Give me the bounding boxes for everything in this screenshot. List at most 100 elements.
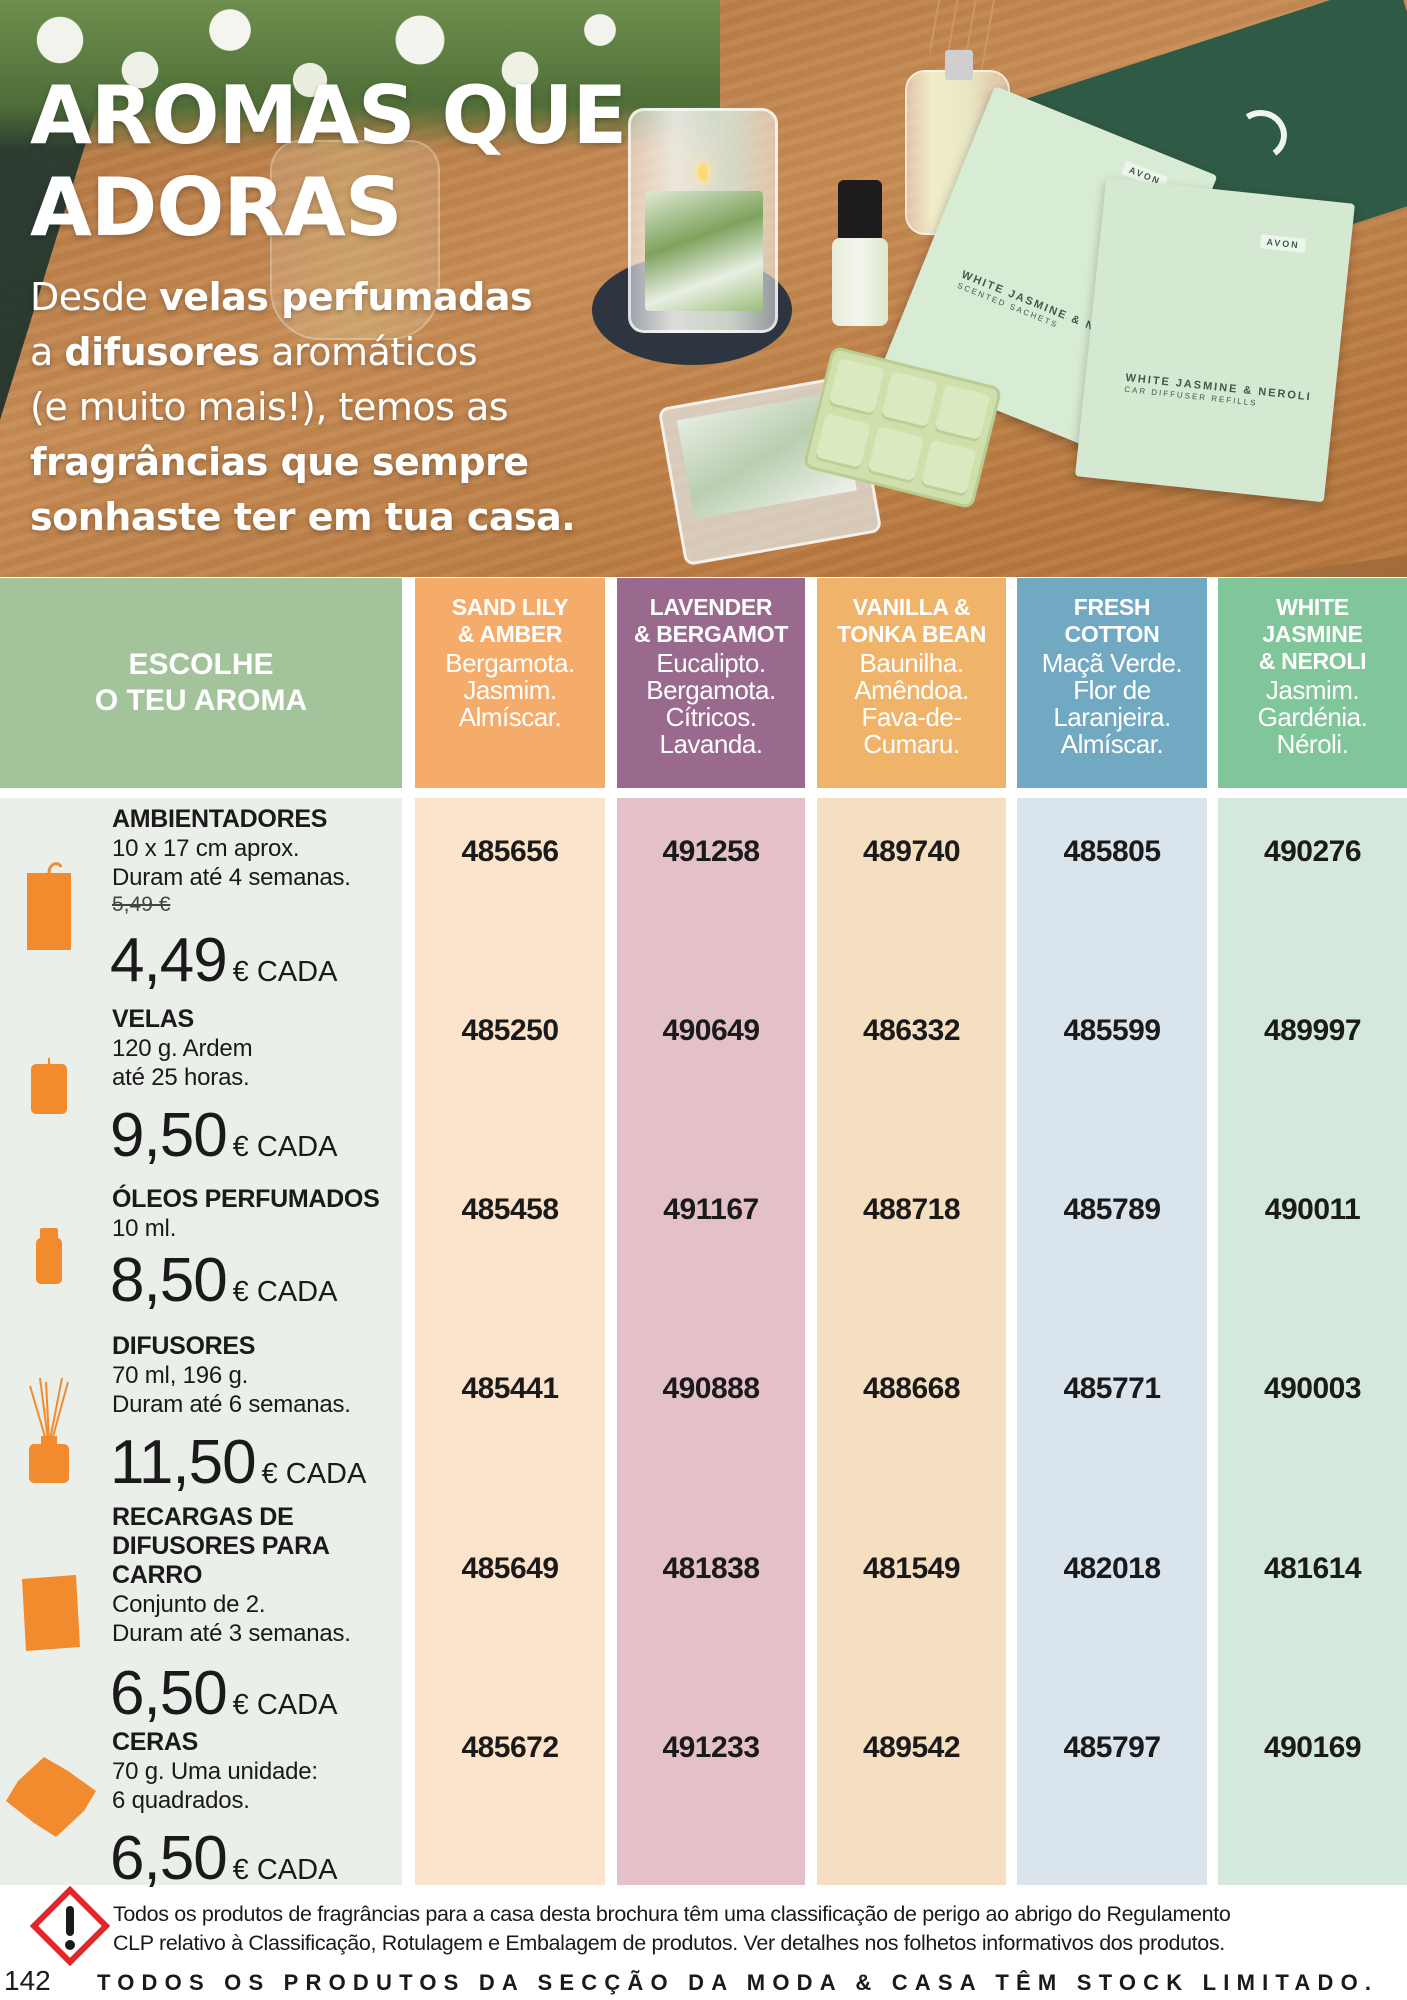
aroma-note: Lavanda. [659,729,763,759]
wax-square [933,384,991,443]
product-code: 485797 [1063,1731,1161,1764]
candle-floral-label [645,191,763,311]
product-description: 6 quadrados. [112,1787,250,1814]
aroma-name-line: & AMBER [457,621,563,647]
product-description: 10 ml. [112,1215,177,1242]
price-unit: € CADA [232,1854,338,1886]
aroma-note: Almíscar. [458,702,562,732]
aroma-name: WHITE JASMINE & NEROLI [1218,594,1407,675]
product-name: DIFUSORES PARA [112,1532,330,1560]
aroma-name-line: VANILLA & [852,594,971,620]
aroma-notes: Bergamota. Jasmim. Almíscar. [415,650,605,731]
product-description: até 25 horas. [112,1064,250,1091]
aroma-column-header-white-jasmine-neroli: WHITE JASMINE & NEROLI Jasmim. Gardénia. Néro… [1218,578,1407,788]
subtitle-emphasis: difusores [64,330,260,374]
product-description: 70 ml, 196 g. [112,1362,249,1389]
aroma-note: Bergamota. [646,675,776,705]
price-value: 8,50 [110,1246,228,1315]
product-code: 481614 [1263,1552,1362,1585]
product-code: 485458 [461,1193,559,1226]
choose-line-1: ESCOLHE [128,648,274,681]
product-code: 485599 [1063,1014,1161,1047]
aroma-name-line: JASMINE [1262,621,1363,647]
candle-flame-icon [698,163,708,181]
aroma-notes: Baunilha. Amêndoa. Fava-de- Cumaru. [817,650,1006,758]
product-name: CERAS [112,1728,199,1756]
product-code: 482018 [1063,1552,1161,1585]
aroma-note: Eucalipto. [656,648,766,678]
disclaimer-line-2: CLP relativo à Classificação, Rotulagem … [113,1931,1225,1955]
aroma-name-line: WHITE [1276,594,1349,620]
product-code: 481838 [662,1552,760,1585]
product-code: 485789 [1063,1193,1161,1226]
aroma-note: Jasmim. [463,675,557,705]
product-code: 485656 [461,835,559,868]
choose-line-2: O TEU AROMA [94,684,308,717]
fragrance-oil-photo [832,180,888,326]
aroma-name-line: & BERGAMOT [633,621,789,647]
old-price: 5,49 € [112,893,171,916]
product-code: 488668 [862,1372,961,1405]
aroma-name-line: FRESH [1073,594,1151,620]
product-price: 6,50 € CADA [110,1823,337,1894]
aroma-column-header-lavender-bergamot: LAVENDER & BERGAMOT Eucalipto. Bergamota. Cí… [617,578,805,788]
price-unit: € CADA [232,956,338,988]
aroma-column-codes-lavender-bergamot: 491258 490649 491167 490888 481838 491233 [617,798,805,1885]
product-description: Conjunto de 2. [112,1591,266,1618]
aroma-name: VANILLA & TONKA BEAN [817,594,1006,648]
product-code: 490169 [1263,1731,1362,1764]
product-code: 485805 [1063,835,1161,868]
title-line-1: AROMAS QUE [30,69,627,162]
aroma-name-line: SAND LILY [451,594,569,620]
aroma-column-header-fresh-cotton: FRESH COTTON Maçã Verde. Flor de Laranjeira.… [1017,578,1207,788]
product-description: Duram até 3 semanas. [112,1620,351,1647]
aroma-name: LAVENDER & BERGAMOT [617,594,805,648]
aroma-note: Gardénia. [1257,702,1368,732]
aroma-name-line: & NEROLI [1258,648,1367,674]
aroma-note: Flor de [1073,675,1151,705]
product-list-panel [0,798,402,1885]
aroma-name-line: TONKA BEAN [836,621,987,647]
aroma-note: Laranjeira. [1053,702,1171,732]
product-code: 488718 [862,1193,961,1226]
wax-melt-icon [6,1757,96,1837]
disclaimer-line-1: Todos os produtos de fragrâncias para a … [113,1902,1231,1926]
price-value: 11,50 [110,1428,257,1497]
product-name: VELAS [112,1005,194,1033]
hero-subtitle: Desde velas perfumadas a difusores aromát… [30,270,576,545]
reed-diffuser-icon [28,1377,70,1483]
product-name: ÓLEOS PERFUMADOS [112,1185,380,1213]
aroma-note: Néroli. [1276,729,1349,759]
price-unit: € CADA [232,1276,338,1308]
car-refill-label: WHITE JASMINE & NEROLI CAR DIFFUSER REFI… [1124,371,1313,415]
product-description: Duram até 6 semanas. [112,1391,351,1418]
product-description: 120 g. Ardem [112,1035,253,1062]
aroma-name: FRESH COTTON [1017,594,1207,648]
subtitle-emphasis: fragrâncias que sempre [30,440,529,484]
hazard-disclaimer: Todos os produtos de fragrâncias para a … [113,1900,1403,1958]
product-code: 490011 [1264,1193,1361,1226]
aroma-column-header-sand-lily-amber: SAND LILY & AMBER Bergamota. Jasmim. Almísca… [415,578,605,788]
product-code: 490888 [662,1372,760,1405]
wax-square [814,412,872,471]
wax-square [828,357,885,417]
avon-brand-tag: AVON [1259,234,1307,253]
white-flowers-decoration [0,0,720,150]
product-code: 491167 [663,1193,759,1226]
oil-bottle-icon [36,1228,62,1284]
product-price: 11,50 € CADA [110,1427,366,1498]
aroma-notes: Maçã Verde. Flor de Laranjeira. Almíscar. [1017,650,1207,758]
product-code: 481549 [862,1552,961,1585]
product-code: 491258 [662,835,760,868]
title-line-2: ADORAS [30,161,402,254]
subtitle-text: (e muito mais!), temos as [30,385,509,429]
product-description: 70 g. Uma unidade: [112,1758,318,1785]
product-price: 8,50 € CADA [110,1245,337,1316]
aroma-note: Baunilha. [859,648,964,678]
product-description: Duram até 4 semanas. [112,864,351,891]
price-value: 6,50 [110,1824,228,1893]
scented-candle-photo [628,108,778,333]
aroma-note: Cítricos. [665,702,757,732]
product-code: 489740 [862,835,961,868]
price-value: 9,50 [110,1101,228,1170]
